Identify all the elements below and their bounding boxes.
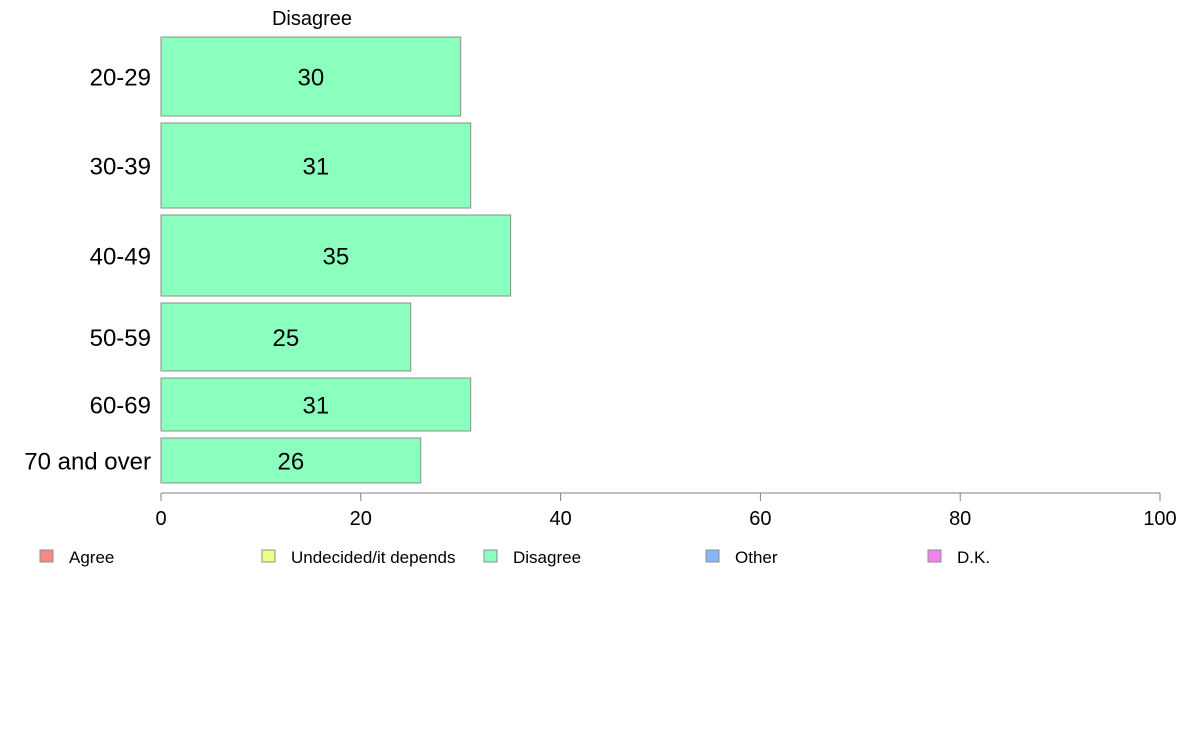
category-label-3: 40-49 bbox=[90, 244, 151, 271]
category-label-1: 20-29 bbox=[90, 65, 151, 92]
category-label-4: 50-59 bbox=[90, 325, 151, 352]
legend-swatch-1 bbox=[39, 549, 54, 563]
x-tick-label-40: 40 bbox=[549, 508, 571, 530]
bar-value-label-1: 30 bbox=[297, 65, 324, 92]
x-tick-label-60: 60 bbox=[749, 508, 771, 530]
category-label-2: 30-39 bbox=[90, 154, 151, 181]
x-axis: 0 20 40 60 80 100 bbox=[155, 492, 1177, 530]
x-tick-label-0: 0 bbox=[155, 508, 166, 530]
legend-label-2: Undecided/it depends bbox=[291, 548, 455, 567]
bars-group: 30 31 35 25 31 26 bbox=[160, 36, 512, 484]
legend-label-5: D.K. bbox=[957, 548, 990, 567]
legend: Agree Undecided/it depends Disagree Other D.… bbox=[39, 548, 990, 567]
bar-3 bbox=[160, 214, 512, 297]
legend-swatch-4 bbox=[705, 549, 720, 563]
legend-label-1: Agree bbox=[69, 548, 114, 567]
x-tick-label-80: 80 bbox=[949, 508, 971, 530]
legend-swatch-2 bbox=[261, 549, 276, 563]
bar-6 bbox=[160, 437, 422, 484]
legend-label-3: Disagree bbox=[513, 548, 581, 567]
category-labels: 20-29 30-39 40-49 50-59 60-69 70 and over bbox=[24, 65, 151, 476]
legend-swatch-5 bbox=[927, 549, 942, 563]
legend-swatch-3 bbox=[483, 549, 498, 563]
bar-4 bbox=[160, 302, 412, 372]
bar-value-label-2: 31 bbox=[302, 154, 329, 181]
bar-value-label-5: 31 bbox=[302, 393, 329, 420]
bar-value-label-6: 26 bbox=[278, 449, 305, 476]
panel-title: Disagree bbox=[272, 8, 352, 30]
bar-value-label-4: 25 bbox=[273, 325, 300, 352]
bar-1 bbox=[160, 36, 462, 117]
bar-2 bbox=[160, 122, 472, 209]
bar-value-label-3: 35 bbox=[322, 244, 349, 271]
category-label-5: 60-69 bbox=[90, 393, 151, 420]
category-label-6: 70 and over bbox=[24, 449, 151, 476]
x-tick-label-20: 20 bbox=[350, 508, 372, 530]
x-tick-label-100: 100 bbox=[1143, 508, 1176, 530]
bar-5 bbox=[160, 377, 472, 432]
legend-label-4: Other bbox=[735, 548, 778, 567]
